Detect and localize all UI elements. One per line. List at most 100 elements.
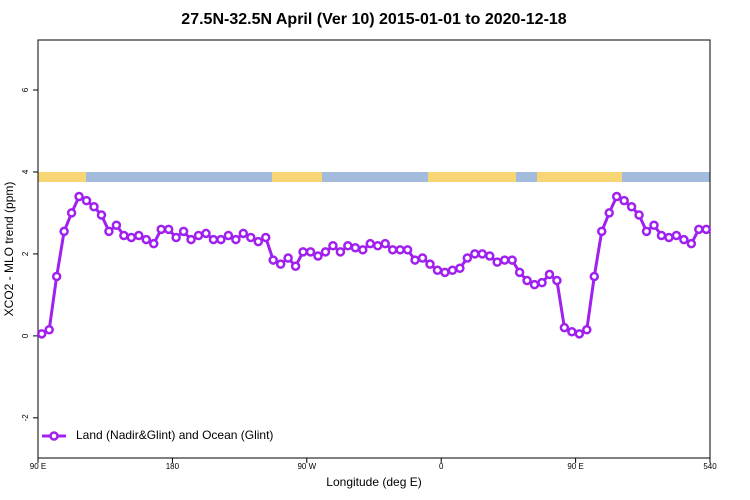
data-point bbox=[305, 247, 316, 257]
data-point bbox=[395, 245, 405, 255]
data-point bbox=[134, 230, 144, 241]
data-point bbox=[119, 230, 129, 241]
data-point bbox=[201, 228, 211, 239]
data-point bbox=[372, 240, 383, 251]
data-point bbox=[432, 265, 443, 276]
data-point bbox=[156, 224, 166, 235]
data-point bbox=[582, 324, 592, 335]
x-tick-label: 90 E bbox=[567, 462, 583, 471]
data-point bbox=[365, 238, 376, 249]
land-band bbox=[38, 172, 86, 182]
data-point bbox=[604, 208, 614, 218]
data-point bbox=[216, 234, 226, 245]
x-tick-label: 180 bbox=[166, 462, 180, 471]
data-point bbox=[387, 245, 398, 255]
data-point bbox=[470, 249, 480, 259]
data-point bbox=[328, 240, 338, 251]
land-band bbox=[428, 172, 516, 182]
data-point bbox=[679, 234, 689, 245]
data-point bbox=[514, 267, 525, 278]
data-point bbox=[96, 210, 107, 220]
data-point bbox=[634, 210, 644, 220]
data-point bbox=[246, 232, 256, 243]
land-band bbox=[537, 172, 622, 182]
y-tick-label: 2 bbox=[21, 251, 30, 256]
data-point bbox=[447, 265, 458, 276]
data-point bbox=[186, 234, 196, 245]
data-point bbox=[66, 208, 77, 218]
data-point bbox=[507, 255, 517, 265]
data-point bbox=[320, 247, 331, 257]
legend-label: Land (Nadir&Glint) and Ocean (Glint) bbox=[76, 428, 273, 442]
data-point bbox=[440, 267, 450, 278]
data-point bbox=[178, 226, 189, 237]
data-point bbox=[268, 255, 278, 265]
data-point bbox=[171, 232, 181, 243]
data-point bbox=[417, 253, 428, 263]
data-point bbox=[313, 251, 323, 261]
data-point bbox=[410, 255, 420, 265]
data-point bbox=[455, 263, 465, 274]
data-point bbox=[275, 259, 286, 269]
data-point bbox=[596, 226, 607, 237]
x-tick-label: 0 bbox=[439, 462, 444, 471]
x-axis-label: Longitude (deg E) bbox=[326, 475, 421, 489]
data-point bbox=[231, 234, 241, 245]
data-point bbox=[402, 245, 413, 255]
data-point bbox=[350, 243, 361, 253]
chart-title: 27.5N-32.5N April (Ver 10) 2015-01-01 to… bbox=[181, 11, 567, 28]
data-point bbox=[701, 224, 712, 235]
data-point bbox=[253, 236, 264, 247]
data-point bbox=[656, 230, 667, 241]
data-point bbox=[626, 202, 637, 212]
data-point bbox=[343, 240, 353, 251]
data-point bbox=[126, 232, 137, 243]
series-line bbox=[41, 194, 707, 336]
plot-frame bbox=[37, 39, 711, 459]
data-point bbox=[537, 277, 547, 288]
data-point bbox=[111, 220, 122, 230]
data-point bbox=[664, 232, 674, 243]
data-point bbox=[694, 224, 704, 235]
data-point bbox=[552, 275, 562, 286]
y-tick-label: 0 bbox=[21, 333, 30, 338]
data-point bbox=[163, 224, 174, 235]
data-point bbox=[522, 275, 532, 286]
data-point bbox=[238, 228, 249, 239]
data-point bbox=[59, 226, 69, 237]
data-point bbox=[208, 234, 219, 245]
data-point bbox=[574, 329, 585, 339]
data-point bbox=[559, 322, 570, 333]
land-band bbox=[272, 172, 322, 182]
data-point bbox=[611, 191, 622, 202]
data-point bbox=[81, 195, 92, 206]
data-point bbox=[223, 230, 234, 241]
data-point bbox=[141, 234, 152, 245]
data-point bbox=[425, 259, 435, 269]
data-point bbox=[51, 271, 62, 282]
data-point bbox=[589, 271, 600, 282]
data-point bbox=[671, 230, 682, 241]
x-tick-label: 90 W bbox=[297, 462, 316, 471]
data-point bbox=[44, 324, 54, 335]
data-point bbox=[298, 247, 308, 257]
data-point bbox=[193, 230, 204, 241]
data-point bbox=[283, 253, 293, 263]
data-point bbox=[89, 202, 99, 212]
data-point bbox=[544, 269, 555, 280]
land-ocean-strip bbox=[38, 172, 710, 182]
data-point bbox=[335, 247, 346, 257]
x-tick-label: 90 E bbox=[30, 462, 46, 471]
x-tick-label: 540 bbox=[703, 462, 717, 471]
data-point bbox=[260, 232, 271, 243]
y-axis-label: XCO2 - MLO trend (ppm) bbox=[2, 182, 16, 317]
data-point bbox=[641, 226, 652, 237]
data-point bbox=[619, 195, 629, 206]
data-point bbox=[477, 249, 488, 259]
data-point bbox=[290, 261, 301, 271]
data-point bbox=[36, 329, 47, 339]
data-point bbox=[529, 279, 540, 290]
y-tick-label: 6 bbox=[21, 87, 30, 92]
data-point bbox=[380, 238, 390, 249]
